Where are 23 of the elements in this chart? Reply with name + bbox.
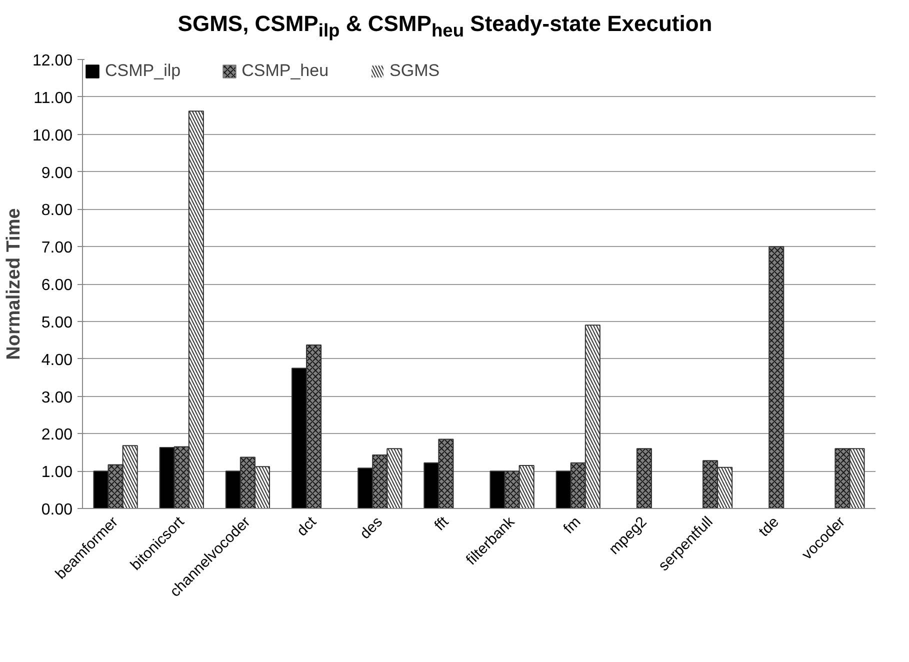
y-tick-label: 0.00 bbox=[41, 501, 73, 518]
x-tick-label: fm bbox=[560, 513, 584, 537]
y-tick-label: 3.00 bbox=[41, 388, 73, 406]
y-tick-label: 11.00 bbox=[34, 89, 73, 106]
y-tick-label: 12.00 bbox=[32, 52, 73, 70]
x-tick-label: dct bbox=[294, 512, 320, 540]
y-tick-label: 8.00 bbox=[41, 202, 73, 219]
y-tick-label: 1.00 bbox=[41, 464, 73, 481]
y-tick-label: 4.00 bbox=[41, 351, 73, 368]
y-tick-label: 6.00 bbox=[41, 276, 73, 294]
y-tick-label: 10.00 bbox=[32, 126, 73, 144]
legend-label: CSMP_heu bbox=[242, 60, 329, 81]
y-tick-label: 2.00 bbox=[41, 426, 73, 444]
chart-title: SGMS, CSMP$_{ilp}$ & CSMP$_{heu}$ Steady-state Execution bbox=[178, 10, 712, 42]
x-tick-label: des bbox=[356, 513, 386, 542]
legend-label: SGMS bbox=[390, 60, 440, 81]
y-axis-title: Normalized Time bbox=[3, 208, 24, 360]
y-tick-label: 7.00 bbox=[41, 239, 73, 256]
legend-label: CSMP_ilp bbox=[105, 60, 181, 81]
x-tick-label: tde bbox=[756, 513, 782, 540]
x-tick-label: fft bbox=[431, 512, 453, 534]
y-tick-label: 9.00 bbox=[41, 164, 73, 182]
y-tick-label: 5.00 bbox=[41, 314, 73, 331]
